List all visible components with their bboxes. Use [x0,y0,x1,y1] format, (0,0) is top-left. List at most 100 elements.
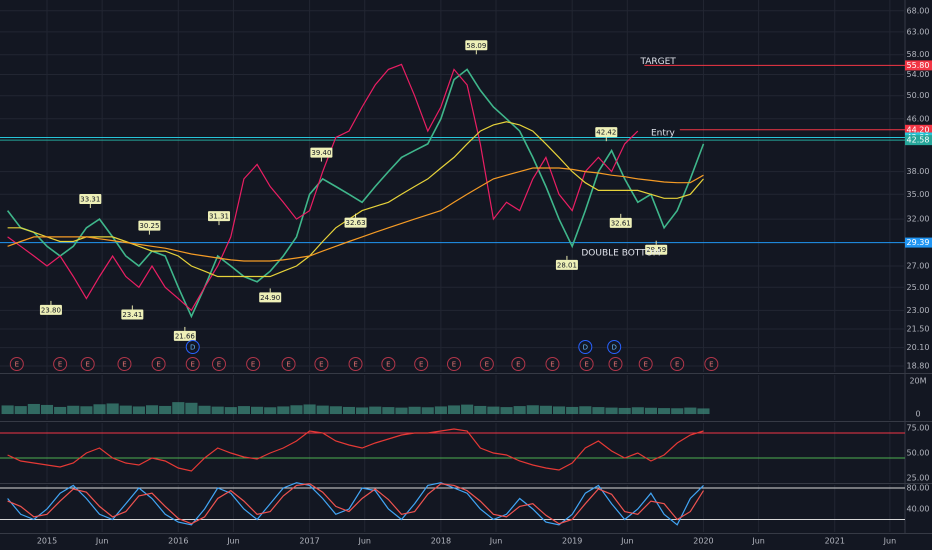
event-marker [185,357,200,371]
annotation-label: 39.40 [311,149,331,157]
volume-bar [54,406,67,415]
volume-bar [316,405,329,415]
price-tag-label: 29.39 [907,238,930,247]
volume-bar [618,407,631,415]
annotation-label: 31.31 [209,213,229,221]
y-tick-label: 25.00 [907,283,930,292]
volume-bar [1,405,14,415]
annotation-box [645,244,668,255]
volume-bar [684,407,697,415]
annotation-box [259,292,282,303]
event-label: D [190,344,195,352]
y-tick-label: 38.00 [907,167,930,176]
event-marker [381,357,396,371]
event-marker [314,357,329,371]
price-tag [905,60,932,71]
volume-bar [461,404,474,415]
event-label: E [643,361,647,369]
event-label: E [584,361,588,369]
y-tick-label: 25.00 [907,474,930,483]
volume-bar [67,405,80,415]
volume-bar [14,406,27,415]
y-tick-label: 32.00 [907,215,930,224]
event-marker [704,357,719,371]
price-tag [905,237,932,248]
y-tick-label: 40.00 [907,504,930,513]
annotation-label: 23.41 [122,311,142,319]
volume-bar [264,407,277,415]
event-marker [479,357,494,371]
event-label: E [485,361,489,369]
event-marker [670,357,685,371]
annotation-box [138,220,161,231]
annotation-box [310,147,333,158]
y-tick-label: 23.00 [907,306,930,315]
volume-bar [579,406,592,415]
x-tick-label: 2016 [168,537,188,546]
event-marker [53,357,68,371]
event-marker [608,357,623,371]
y-tick-label: 0 [915,410,920,419]
series-line [7,428,704,472]
price-tag [905,124,932,135]
event-marker [579,357,594,371]
volume-bar [159,405,172,415]
event-label: E [191,361,195,369]
annotation-label: 30.25 [139,222,159,230]
event-label: D [611,344,616,352]
volume-bar [552,406,566,415]
event-marker [447,357,462,371]
event-label: E [251,361,255,369]
volume-bar [526,405,539,415]
volume-bar [290,405,303,415]
event-label: E [675,361,679,369]
x-tick-label: Jun [751,537,765,546]
annotation-box [344,217,367,228]
volume-bar [106,403,119,415]
volume-bar [93,404,106,415]
annotation-label: 24.90 [260,294,280,302]
event-label: E [217,361,221,369]
x-tick-label: Jun [95,537,109,546]
volume-bar [172,402,185,415]
volume-bar [145,405,159,415]
x-tick-label: 2021 [825,537,845,546]
event-label: E [286,361,290,369]
volume-bar [408,406,421,415]
annotation-box [207,211,230,222]
volume-bar [382,407,395,415]
volume-bar [132,406,145,415]
event-marker [281,357,296,371]
y-tick-label: 46.00 [907,114,930,123]
event-label: E [353,361,357,369]
event-marker [348,357,363,371]
volume-bar [80,406,93,415]
annotation-box [465,40,488,51]
volume-bar [644,407,658,415]
chart-annotation: TARGET [639,57,676,67]
y-tick-label: 50.00 [907,449,930,458]
volume-bar [395,407,408,415]
x-tick-label: Jun [883,537,897,546]
x-tick-label: Jun [357,537,371,546]
volume-bar [500,407,513,415]
annotation-label: 21.66 [175,332,196,340]
volume-bar [605,407,618,415]
x-tick-label: 2020 [693,537,713,546]
annotation-label: 58.09 [466,42,486,50]
annotation-box [609,217,632,228]
event-label: E [419,361,423,369]
y-tick-label: 21.50 [907,324,930,333]
volume-bar [251,406,264,415]
volume-bar [198,405,211,415]
chart-annotation: DOUBLE BOTTOM [581,249,660,259]
series-line [7,482,704,526]
volume-bar [474,405,487,415]
volume-bar [421,407,434,415]
y-tick-label: 58.00 [907,50,930,59]
event-marker [246,357,261,371]
annotation-label: 23.80 [41,306,61,314]
event-label: D [583,344,588,352]
event-marker [578,340,593,354]
